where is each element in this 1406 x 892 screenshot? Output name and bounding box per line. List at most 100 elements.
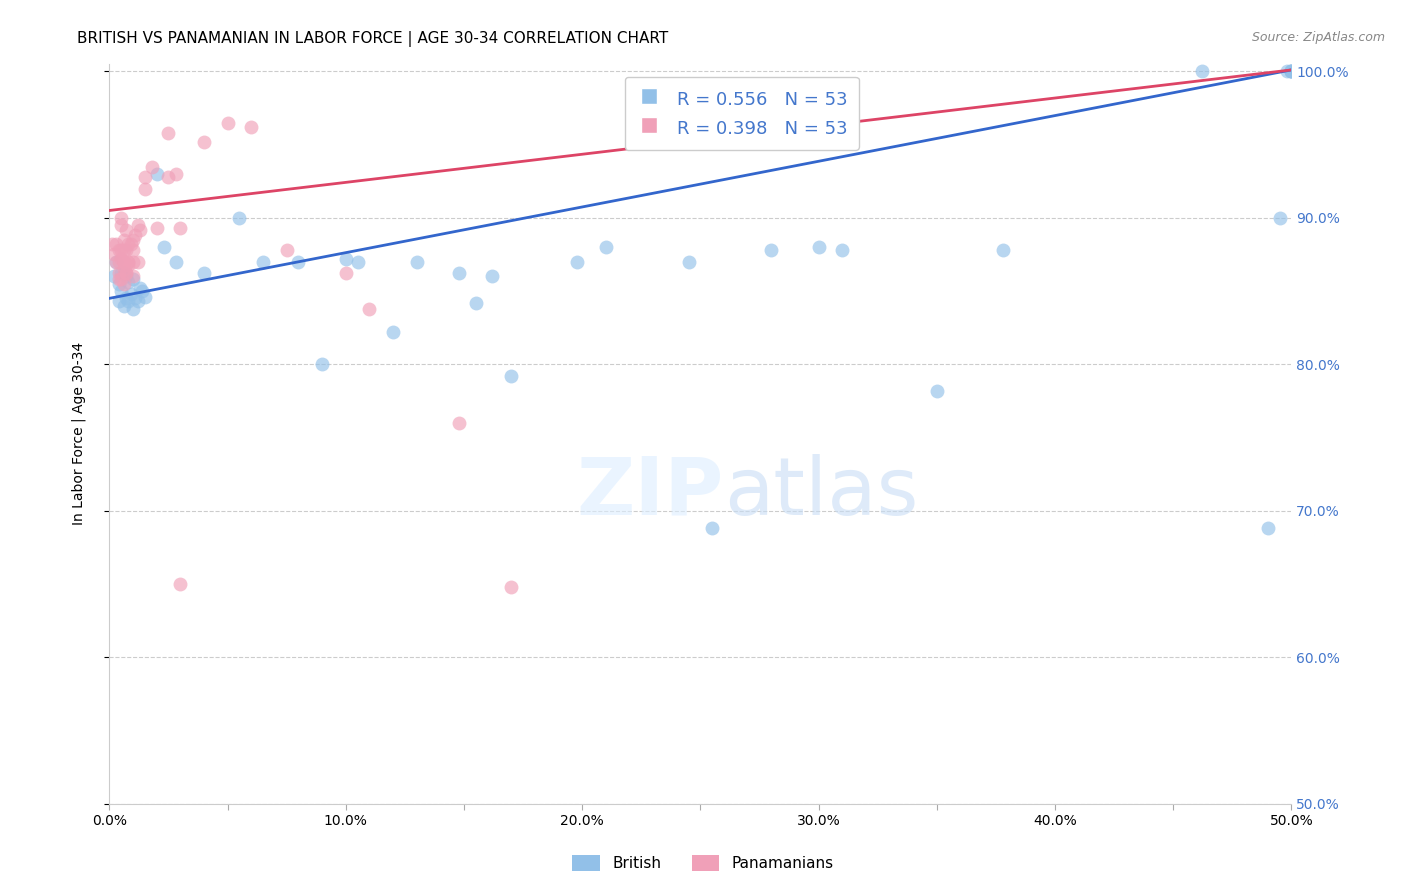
Point xyxy=(157,126,180,140)
Point xyxy=(110,243,132,257)
Point xyxy=(464,295,486,310)
Point xyxy=(1191,64,1213,78)
Point xyxy=(124,228,146,243)
Point xyxy=(807,240,830,254)
Point xyxy=(141,160,163,174)
Point xyxy=(449,416,471,430)
Point xyxy=(359,301,381,316)
Point xyxy=(129,222,152,236)
Point xyxy=(169,577,191,591)
Point xyxy=(107,277,129,291)
Point xyxy=(240,120,263,134)
Point xyxy=(127,294,149,309)
Text: ZIP: ZIP xyxy=(576,454,724,532)
Point xyxy=(165,167,187,181)
Point xyxy=(1279,64,1302,78)
Point xyxy=(105,237,128,252)
Point xyxy=(105,254,128,268)
Point xyxy=(107,272,129,286)
Point xyxy=(1279,64,1302,78)
Point xyxy=(131,284,153,298)
Point xyxy=(122,269,145,284)
Point xyxy=(501,368,523,383)
Point xyxy=(595,240,617,254)
Y-axis label: In Labor Force | Age 30-34: In Labor Force | Age 30-34 xyxy=(72,343,86,525)
Point xyxy=(110,284,132,298)
Point xyxy=(169,221,191,235)
Point xyxy=(127,218,149,232)
Point xyxy=(1279,64,1302,78)
Point xyxy=(107,243,129,257)
Point xyxy=(481,269,503,284)
Point xyxy=(287,254,309,268)
Point xyxy=(134,181,156,195)
Point xyxy=(193,135,215,149)
Point xyxy=(110,211,132,225)
Point xyxy=(501,580,523,594)
Point xyxy=(831,243,853,257)
Point xyxy=(152,240,174,254)
Point xyxy=(112,243,135,257)
Point xyxy=(124,291,146,305)
Point xyxy=(761,243,783,257)
Point xyxy=(702,521,724,535)
Point xyxy=(382,325,405,339)
Text: Source: ZipAtlas.com: Source: ZipAtlas.com xyxy=(1251,31,1385,45)
Point xyxy=(1257,521,1279,535)
Point xyxy=(103,247,125,261)
Point xyxy=(110,252,132,266)
Point xyxy=(117,258,139,272)
Point xyxy=(112,262,135,277)
Point xyxy=(1275,64,1298,78)
Point xyxy=(117,254,139,268)
Legend: British, Panamanians: British, Panamanians xyxy=(567,849,839,877)
Point xyxy=(117,294,139,309)
Point xyxy=(134,290,156,304)
Point xyxy=(678,254,700,268)
Point xyxy=(449,267,471,281)
Text: BRITISH VS PANAMANIAN IN LABOR FORCE | AGE 30-34 CORRELATION CHART: BRITISH VS PANAMANIAN IN LABOR FORCE | A… xyxy=(77,31,669,47)
Point xyxy=(405,254,427,268)
Point xyxy=(134,169,156,184)
Point xyxy=(117,275,139,289)
Point xyxy=(145,221,167,235)
Point xyxy=(107,294,129,309)
Point xyxy=(117,254,139,268)
Point xyxy=(115,222,138,236)
Point xyxy=(311,357,333,371)
Point xyxy=(335,267,357,281)
Point xyxy=(127,254,149,268)
Legend: R = 0.556   N = 53, R = 0.398   N = 53: R = 0.556 N = 53, R = 0.398 N = 53 xyxy=(624,77,859,150)
Point xyxy=(165,254,187,268)
Point xyxy=(110,218,132,232)
Point xyxy=(145,167,167,181)
Point xyxy=(115,269,138,284)
Point xyxy=(115,267,138,281)
Point xyxy=(122,254,145,268)
Point xyxy=(122,301,145,316)
Point xyxy=(157,169,180,184)
Point xyxy=(117,237,139,252)
Point xyxy=(120,237,142,252)
Point xyxy=(122,272,145,286)
Point xyxy=(1268,211,1291,225)
Point xyxy=(252,254,274,268)
Point xyxy=(105,254,128,268)
Point xyxy=(193,267,215,281)
Point xyxy=(567,254,589,268)
Point xyxy=(1279,64,1302,78)
Point xyxy=(276,243,298,257)
Point xyxy=(112,254,135,268)
Point xyxy=(925,384,948,398)
Point xyxy=(115,291,138,305)
Point xyxy=(129,281,152,295)
Point xyxy=(346,254,368,268)
Point xyxy=(112,267,135,281)
Point xyxy=(100,237,122,252)
Point xyxy=(107,267,129,281)
Point xyxy=(122,243,145,257)
Point xyxy=(112,254,135,268)
Point xyxy=(335,252,357,266)
Point xyxy=(110,267,132,281)
Point xyxy=(115,243,138,257)
